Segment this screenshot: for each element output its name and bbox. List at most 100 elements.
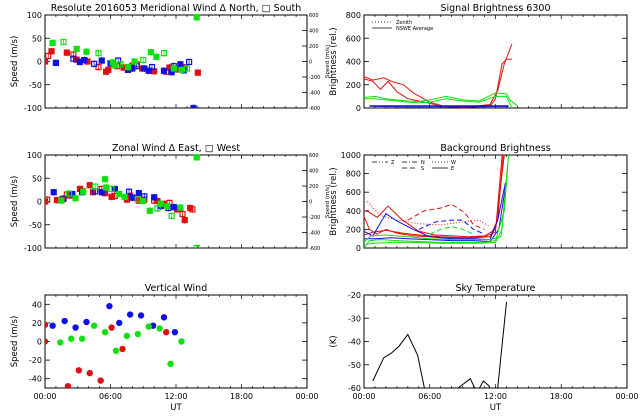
y-axis-label: Speed (m/s): [10, 316, 20, 368]
data-point-green: [108, 185, 115, 193]
data-point-red: [48, 48, 55, 55]
y-tick-label: 400: [346, 58, 361, 67]
y-tick-label: 50: [32, 174, 42, 183]
data-point-red: [45, 196, 51, 203]
y-axis-label: Brightness (rel.): [329, 27, 339, 95]
y-tick-label: -100: [24, 104, 42, 113]
data-point-green: [145, 323, 152, 330]
data-point-green: [116, 190, 123, 198]
data-point-blue: [177, 61, 184, 68]
y-tick-label: 600: [346, 34, 361, 43]
data-point-blue: [50, 189, 57, 196]
data-point-blue: [145, 67, 152, 74]
y-axis-label: (K): [329, 335, 339, 347]
data-point-green: [72, 195, 79, 202]
y-tick-label: 40: [32, 300, 42, 309]
y-tick-label: 100: [27, 151, 42, 160]
data-point-green: [154, 205, 161, 212]
data-point-green: [123, 332, 131, 340]
series-line-blue-E2: [364, 187, 506, 243]
data-point-green: [60, 38, 67, 46]
data-point-blue: [137, 312, 145, 319]
right-y-tick-label: 0: [309, 60, 312, 66]
data-point-red: [119, 345, 126, 353]
data-point-red: [45, 321, 49, 328]
data-point-blue: [116, 319, 123, 327]
data-point-green: [90, 322, 98, 329]
data-point-blue: [98, 57, 105, 64]
data-point-green: [164, 203, 171, 210]
x-tick-label: 06:00: [99, 392, 122, 401]
data-point-green: [193, 154, 200, 161]
y-tick-label: 0: [37, 338, 42, 347]
data-point-green: [101, 176, 109, 183]
data-point-blue: [83, 318, 90, 326]
x-tick-label: 06:00: [418, 392, 441, 401]
data-point-green: [121, 193, 128, 200]
y-tick-label: 20: [32, 319, 42, 328]
data-point-red: [97, 377, 104, 384]
y-tick-label: -50: [348, 361, 361, 370]
y-axis-label: Brightness (rel.): [329, 167, 339, 235]
data-point-blue: [160, 67, 168, 74]
data-point-blue: [186, 58, 193, 66]
data-point-blue: [69, 190, 76, 198]
series-line-green-zenith: [364, 92, 518, 107]
data-point-blue: [106, 302, 113, 310]
y-axis-label: Speed (m/s): [10, 36, 20, 88]
data-point-green: [83, 48, 90, 55]
y-tick-label: 600: [346, 188, 361, 197]
chart-title: Background Brightness: [440, 143, 550, 154]
x-tick-label: 00:00: [33, 392, 56, 401]
series-line-red-average: [364, 43, 513, 108]
series-line-red-S: [407, 203, 485, 230]
data-point-red: [194, 69, 201, 76]
chart-title: Resolute 2016053 Meridional Wind Δ North…: [51, 3, 302, 14]
y-tick-label: 400: [346, 207, 361, 216]
y-tick-label: -40: [348, 338, 361, 347]
series-line-green-E2: [364, 182, 507, 243]
panel-vertical: Vertical Wind 00:00 06:00 12:00 18:00 00:00 UT…: [10, 283, 319, 413]
data-point-blue: [81, 57, 88, 64]
data-layer: [45, 302, 185, 388]
panel-skytemp: Sky Temperature 00:00 06:00 12:00 18:00 00:00…: [329, 283, 639, 413]
data-point-green: [134, 330, 141, 338]
chart-title: Vertical Wind: [145, 283, 207, 294]
y-tick-label: -40: [29, 375, 42, 384]
legend-label: Zenith: [396, 20, 412, 26]
data-point-blue: [72, 324, 79, 331]
data-point-green: [167, 360, 174, 368]
data-point-green: [193, 14, 200, 21]
x-tick-label: 00:00: [352, 392, 375, 401]
data-point-green: [178, 66, 185, 73]
right-y-tick-label: 200: [309, 44, 319, 50]
y-tick-label: -30: [348, 314, 361, 323]
right-y-tick-label: 600: [309, 13, 319, 19]
plot-frame: [44, 294, 308, 389]
data-point-green: [58, 197, 65, 204]
data-point-red: [108, 193, 115, 200]
data-point-red: [75, 367, 83, 374]
data-point-red: [162, 329, 170, 336]
data-point-green: [95, 50, 102, 57]
y-tick-label: 800: [346, 11, 361, 20]
y-tick-label: 800: [346, 170, 361, 179]
right-y-tick-label: -400: [309, 91, 320, 97]
data-point-green: [73, 45, 80, 53]
legend-label: W: [451, 160, 456, 166]
legend-label: N: [421, 160, 425, 166]
data-point-green: [157, 200, 164, 207]
data-point-green: [112, 347, 120, 354]
y-tick-label: 1000: [341, 151, 361, 160]
data-point-red: [45, 52, 52, 60]
data-point-green: [153, 53, 160, 60]
data-point-blue: [49, 322, 56, 329]
panel-signal: Signal Brightness 6300 0 200 400 600 800 Brigh…: [329, 3, 628, 113]
plot-frame: [363, 294, 628, 389]
x-tick-label: 00:00: [615, 392, 638, 401]
data-point-red: [86, 369, 93, 377]
series-line-green-S: [429, 226, 474, 235]
data-point-red: [181, 217, 188, 224]
data-layer: [45, 13, 201, 108]
data-point-green: [124, 63, 132, 71]
